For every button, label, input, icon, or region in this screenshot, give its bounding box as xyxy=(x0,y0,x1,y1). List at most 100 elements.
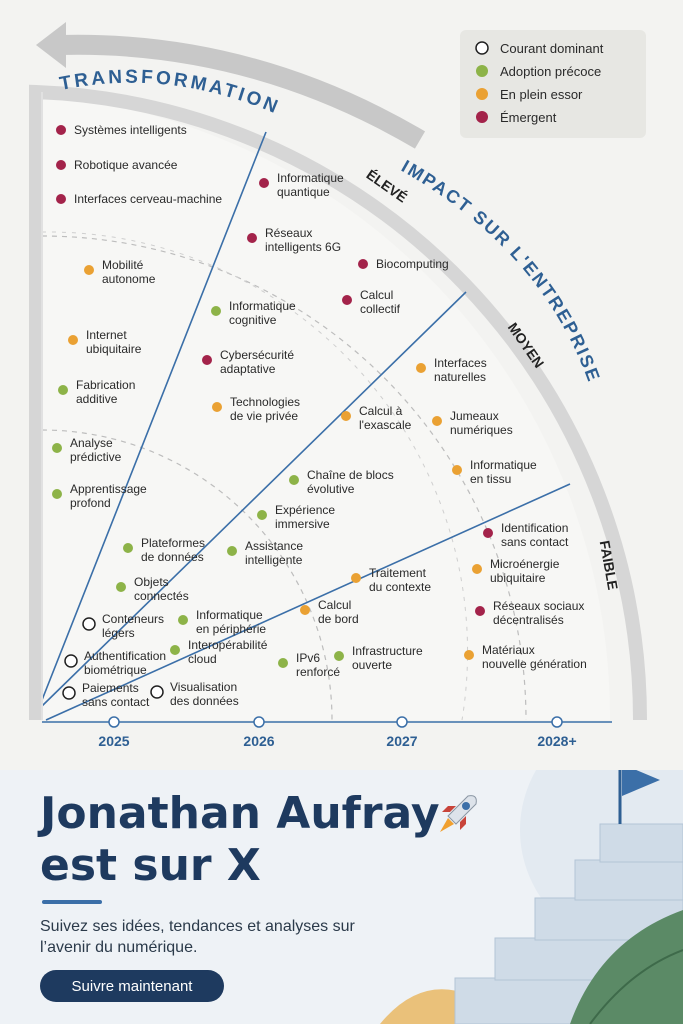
radar-item-marker xyxy=(300,605,310,615)
legend-entry: En plein essor xyxy=(476,87,583,102)
radar-item-label: Informatique cognitive xyxy=(229,299,296,327)
legend-label: Adoption précoce xyxy=(500,64,601,79)
radar-item-label: Conteneurs légers xyxy=(102,612,164,640)
ring-inner xyxy=(41,231,469,721)
radar-item: Microénergie ubiquitaire xyxy=(472,557,560,585)
radar-item-marker xyxy=(202,355,212,365)
radar-item-label: Interfaces naturelles xyxy=(434,356,487,384)
radar-item-label: Informatique en périphérie xyxy=(196,608,266,636)
radar-item-marker xyxy=(472,564,482,574)
radar-item-label: Chaîne de blocs évolutive xyxy=(307,468,394,496)
legend-label: En plein essor xyxy=(500,87,583,102)
radar-item-label: Calcul à l'exascale xyxy=(359,404,412,432)
radar-item-label: Plateformes de données xyxy=(141,536,205,564)
radar-item-label: Identification sans contact xyxy=(501,521,569,549)
radar-item: Interfaces cerveau-machine xyxy=(56,192,222,206)
legend: Courant dominant Adoption précoce En plein… xyxy=(460,30,646,138)
radar-item: Objets connectés xyxy=(116,575,189,603)
radar-item: Internet ubiquitaire xyxy=(68,328,142,356)
radar-items: Systèmes intelligents Robotique avancée In… xyxy=(52,123,587,709)
radar-item: Interopérabilité cloud xyxy=(170,638,268,666)
radar-item-label: Réseaux sociaux décentralisés xyxy=(493,599,584,627)
radar-item: Chaîne de blocs évolutive xyxy=(289,468,394,496)
technology-radar: TRANSFORMATION IMPACT SUR L'ENTREPRISE É… xyxy=(29,22,647,749)
radar-item: Expérience immersive xyxy=(257,503,335,531)
radar-item-marker xyxy=(56,160,66,170)
radar-item-label: Calcul collectif xyxy=(360,288,401,316)
radar-item-marker xyxy=(351,573,361,583)
radar-item: IPv6 renforcé xyxy=(278,651,340,679)
year-tick xyxy=(396,716,408,728)
radar-item: Analyse prédictive xyxy=(52,436,122,464)
year-label: 2025 xyxy=(98,733,129,749)
radar-item: Mobilité autonome xyxy=(84,258,156,286)
radar-item-marker xyxy=(178,615,188,625)
outer-arc xyxy=(29,84,647,721)
radar-item: Informatique quantique xyxy=(259,171,344,199)
radar-item: Calcul collectif xyxy=(342,288,401,316)
radar-item: Réseaux intelligents 6G xyxy=(247,226,341,254)
radar-item-label: Internet ubiquitaire xyxy=(86,328,142,356)
legend-label: Courant dominant xyxy=(500,41,604,56)
radar-item-marker xyxy=(341,411,351,421)
radar-item-marker xyxy=(68,335,78,345)
radar-item-marker xyxy=(56,194,66,204)
legend-entry: Courant dominant xyxy=(475,41,604,56)
radar-item: Technologies de vie privée xyxy=(212,395,300,423)
radar-item-marker xyxy=(116,582,126,592)
stairs-illustration xyxy=(380,770,683,1024)
rocket-icon xyxy=(440,795,477,832)
radar-item: Traitement du contexte xyxy=(351,566,431,594)
sector-line-2 xyxy=(41,291,467,707)
radar-item-label: Mobilité autonome xyxy=(102,258,156,286)
promo-title-line-1: Jonathan Aufray xyxy=(40,788,440,839)
radar-item-label: Informatique en tissu xyxy=(470,458,537,486)
radar-item: Plateformes de données xyxy=(123,536,205,564)
radar-item-marker xyxy=(257,510,267,520)
legend-entry: Émergent xyxy=(476,110,557,125)
radar-item: Réseaux sociaux décentralisés xyxy=(475,599,584,627)
year-ticks: 2025 2026 2027 2028+ xyxy=(98,716,577,749)
arrow-head xyxy=(36,22,66,68)
radar-item: Authentification biométrique xyxy=(64,649,166,677)
radar-item: Calcul de bord xyxy=(300,598,359,626)
radar-item-label: Assistance intelligente xyxy=(245,539,303,567)
year-label: 2027 xyxy=(386,733,417,749)
radar-item-marker xyxy=(56,125,66,135)
radar-item-label: Interopérabilité cloud xyxy=(188,638,268,666)
radar-item-label: Cybersécurité adaptative xyxy=(220,348,294,376)
radar-item-label: Paiements sans contact xyxy=(82,681,150,709)
radar-item-marker xyxy=(358,259,368,269)
radar-item-marker xyxy=(170,645,180,655)
radar-item-label: Biocomputing xyxy=(376,257,449,271)
promo-subtitle: Suivez ses idées, tendances et analyses … xyxy=(40,918,355,956)
radar-item: Infrastructure ouverte xyxy=(334,644,423,672)
radar-item: Calcul à l'exascale xyxy=(341,404,412,432)
radar-item-marker xyxy=(64,654,78,668)
radar-item: Informatique cognitive xyxy=(211,299,296,327)
radar-item-label: Visualisation des données xyxy=(170,680,239,708)
radar-item: Biocomputing xyxy=(358,257,449,271)
radar-item-label: Technologies de vie privée xyxy=(230,395,300,423)
radar-item: Systèmes intelligents xyxy=(56,123,187,137)
radar-item-marker xyxy=(82,617,96,631)
radar-item-marker xyxy=(278,658,288,668)
radar-item-marker xyxy=(289,475,299,485)
promo-title: Jonathan Aufray est sur X xyxy=(40,788,440,892)
radar-item: Apprentissage profond xyxy=(52,482,147,510)
legend-marker xyxy=(476,111,488,123)
radar-item-label: Apprentissage profond xyxy=(70,482,147,510)
promo-title-line-2: est sur X xyxy=(40,840,261,891)
radar-item-label: Calcul de bord xyxy=(318,598,359,626)
radar-item-marker xyxy=(342,295,352,305)
radar-item-marker xyxy=(58,385,68,395)
radar-item: Paiements sans contact xyxy=(62,681,150,709)
radar-item: Informatique en tissu xyxy=(452,458,537,486)
radar-item-marker xyxy=(52,489,62,499)
radar-item: Assistance intelligente xyxy=(227,539,303,567)
radar-item: Conteneurs légers xyxy=(82,612,164,640)
radar-item-marker xyxy=(475,606,485,616)
follow-button[interactable]: Suivre maintenant xyxy=(40,970,224,1002)
radar-item-label: IPv6 renforcé xyxy=(296,651,340,679)
radar-item-marker xyxy=(211,306,221,316)
